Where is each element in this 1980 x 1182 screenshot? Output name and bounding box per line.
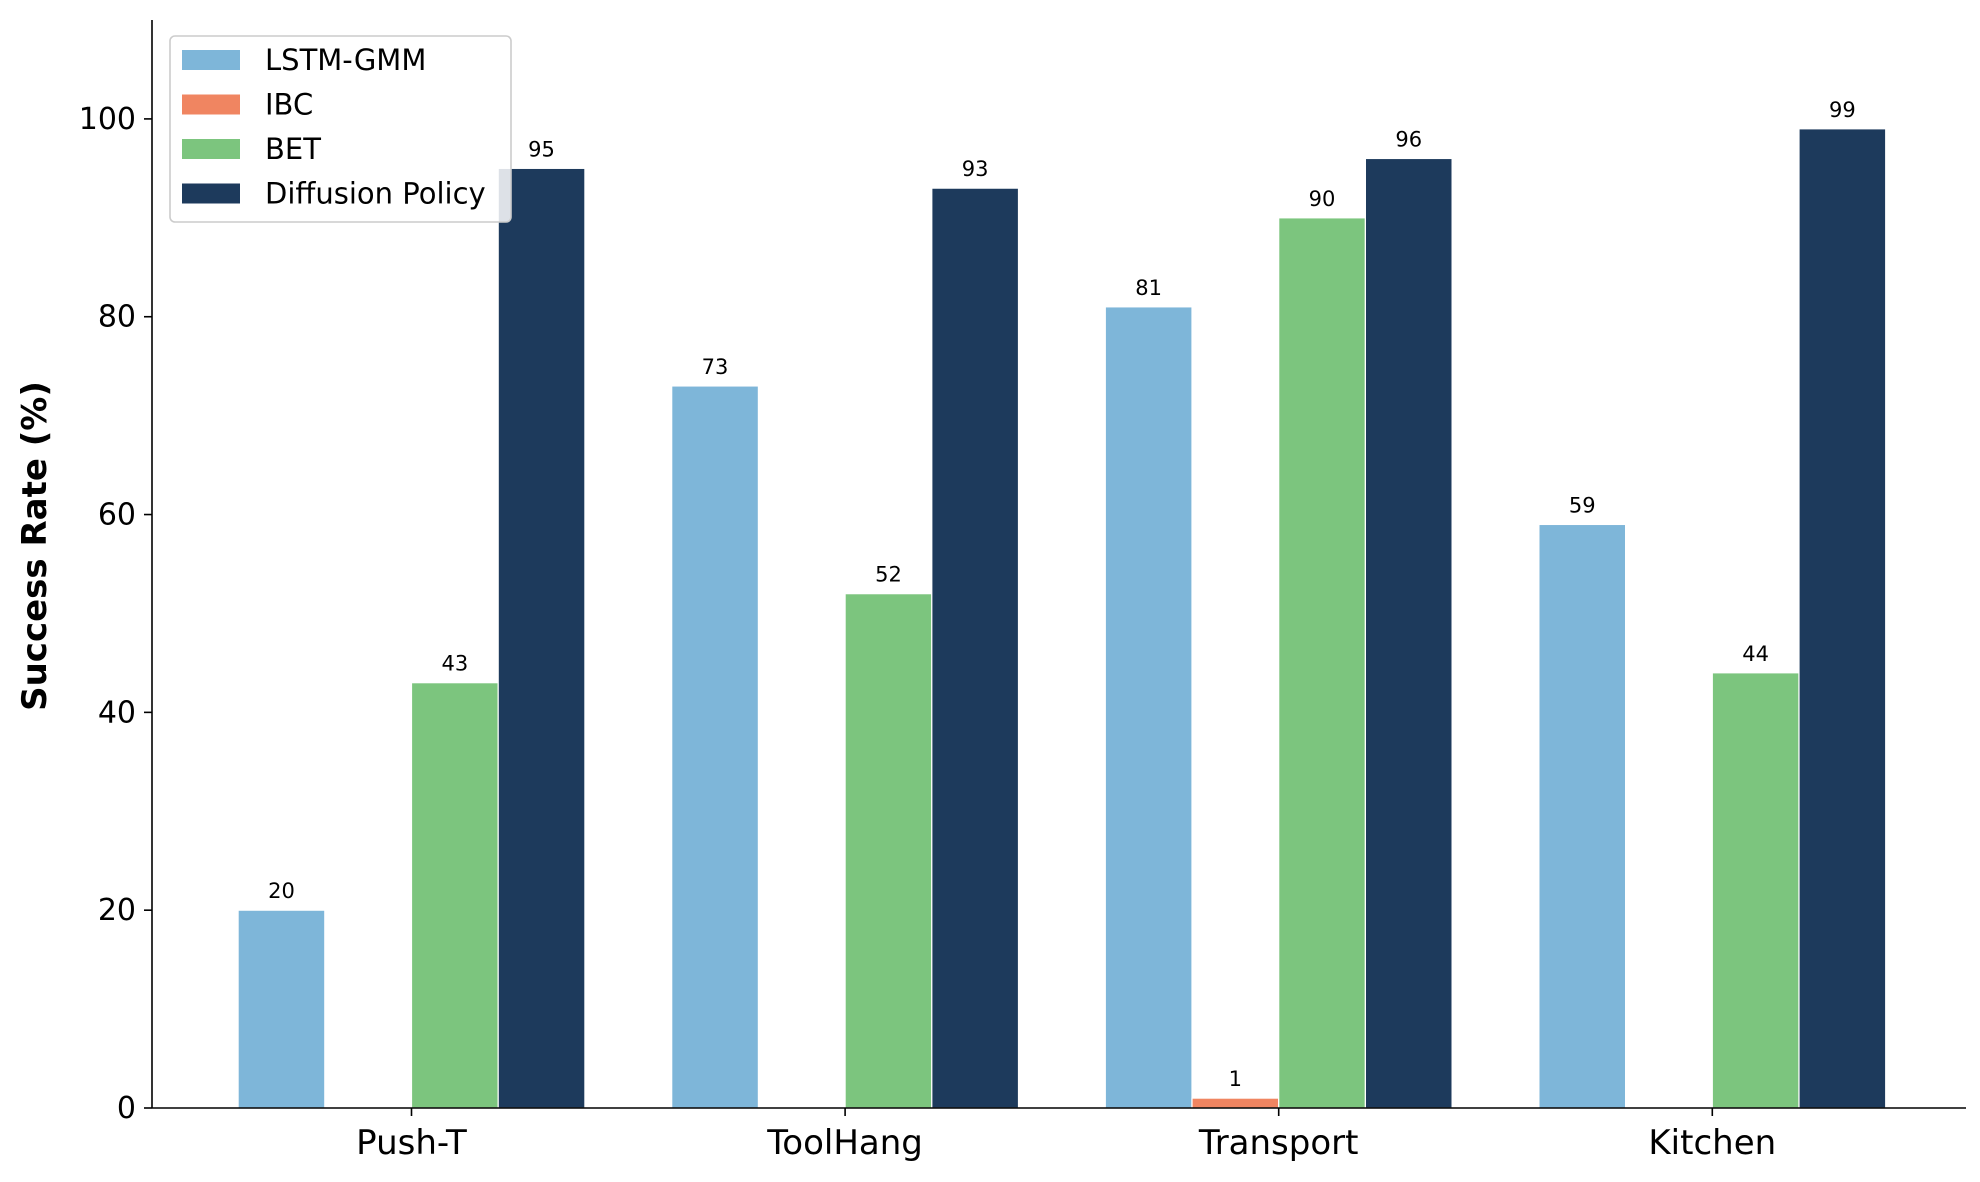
y-axis-label: Success Rate (%) (15, 381, 55, 711)
legend-label: BET (265, 132, 321, 166)
bar-bet-transport (1278, 217, 1366, 1109)
value-label: 44 (1742, 642, 1769, 666)
legend-label: LSTM-GMM (265, 43, 426, 77)
x-tick-label: ToolHang (766, 1123, 923, 1163)
value-label: 52 (875, 563, 902, 587)
value-label: 90 (1309, 187, 1336, 211)
bar-diffusion-policy-kitchen (1798, 128, 1887, 1109)
value-label: 59 (1569, 493, 1596, 517)
value-label: 93 (962, 157, 989, 181)
bar-bet-kitchen (1711, 672, 1800, 1109)
x-tick-label: Transport (1198, 1123, 1359, 1163)
value-label: 95 (528, 137, 555, 161)
bar-bet-toolhang (844, 593, 933, 1109)
bar-lstm-gmm-transport (1104, 306, 1193, 1109)
legend-swatch-lstm-gmm (182, 50, 240, 70)
value-label: 1 (1229, 1067, 1242, 1091)
value-label: 96 (1395, 127, 1422, 151)
bars-layer (237, 128, 1887, 1109)
y-tick-label: 60 (98, 498, 136, 533)
x-tick-label: Kitchen (1648, 1123, 1776, 1163)
x-tick-label: Push-T (356, 1123, 467, 1163)
legend-swatch-bet (182, 139, 240, 159)
bar-diffusion-policy-transport (1364, 157, 1453, 1109)
bar-bet-push-t (410, 682, 499, 1109)
bar-lstm-gmm-push-t (237, 909, 326, 1109)
y-tick-label: 100 (79, 102, 136, 137)
y-tick-label: 40 (98, 695, 136, 730)
value-label: 43 (441, 652, 468, 676)
value-labels-layer: 20 73 81 59 1 43 52 90 44 95 93 96 99 (268, 98, 1856, 1091)
value-label: 73 (702, 355, 729, 379)
bar-lstm-gmm-toolhang (671, 385, 760, 1109)
value-label: 81 (1135, 276, 1162, 300)
bar-lstm-gmm-kitchen (1538, 523, 1627, 1109)
value-label: 99 (1829, 98, 1856, 122)
bar-diffusion-policy-toolhang (931, 187, 1020, 1109)
legend-frame (169, 35, 512, 223)
y-tick-label: 80 (98, 300, 136, 335)
y-tick-label: 0 (117, 1091, 136, 1126)
axes-layer: 0 20 40 60 80 100 Push-T ToolHang Transport Kitch… (15, 20, 1966, 1163)
legend: LSTM-GMM IBC BET Diffusion Policy (169, 35, 512, 223)
bar-diffusion-policy-push-t (497, 167, 586, 1109)
value-label: 20 (268, 879, 295, 903)
legend-label: IBC (265, 88, 313, 122)
legend-label: Diffusion Policy (265, 177, 486, 211)
legend-swatch-ibc (182, 94, 240, 115)
legend-swatch-diffusion-policy (182, 183, 240, 204)
bar-ibc-transport (1191, 1097, 1280, 1109)
y-tick-label: 20 (98, 893, 136, 928)
